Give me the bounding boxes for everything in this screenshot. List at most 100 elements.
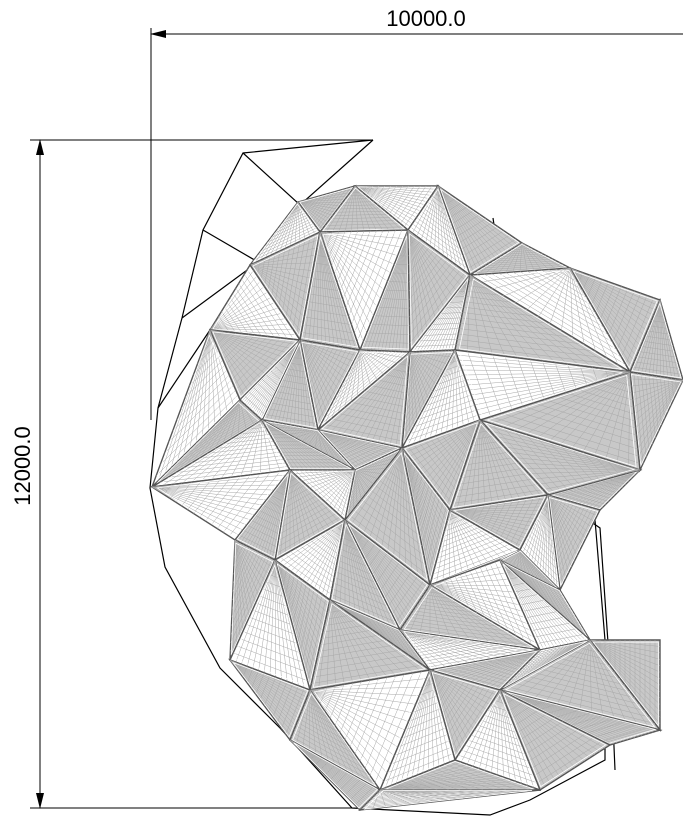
mesh-hatch-line [404, 350, 440, 414]
mesh-hatch-line [405, 419, 481, 453]
mesh-hatch-line [261, 419, 314, 471]
mesh-hatch-line [274, 559, 316, 665]
mesh-hatch-line [527, 534, 557, 564]
mesh-hatch-line [422, 772, 472, 791]
mesh-hatch-line [461, 317, 562, 331]
mesh-hatch-line [456, 478, 534, 491]
mesh-hatch-line [352, 509, 427, 566]
mesh-hatch-line [499, 689, 628, 740]
mesh-hatch-line [399, 629, 439, 669]
mesh-hatch-line [374, 229, 409, 351]
mesh-hatch-line [367, 789, 483, 804]
mesh-hatch-line [509, 451, 641, 471]
mesh-hatch-line [199, 477, 232, 518]
mesh-hatch-line [242, 529, 278, 548]
mesh-hatch-line [531, 494, 549, 562]
mesh-hatch-line [555, 504, 582, 557]
mesh-hatch-line [310, 192, 331, 220]
mesh-hatch-line [316, 231, 321, 343]
mesh-hatch-line [170, 329, 211, 469]
mesh-panel-inner-edge [459, 351, 623, 418]
mesh-hatch-line [469, 274, 506, 357]
mesh-hatch-line [437, 185, 474, 273]
mesh-hatch-line [344, 442, 379, 459]
mesh-panel [309, 598, 432, 691]
mesh-hatch-line [339, 230, 365, 292]
mesh-hatch-line [323, 351, 404, 419]
mesh-hatch-line [406, 669, 431, 780]
mesh-hatch-line [359, 675, 396, 762]
mesh-hatch-line [542, 581, 565, 618]
mesh-hatch-line [373, 315, 410, 318]
mesh-hatch-line [251, 469, 291, 549]
mesh-panel [228, 658, 311, 742]
mesh-hatch-line [505, 556, 549, 579]
mesh-hatch-line [429, 584, 523, 612]
mesh-hatch-line [529, 530, 556, 557]
mesh-hatch-line [230, 558, 273, 652]
mesh-hatch-line [305, 308, 349, 317]
width-dimension-label: 10000.0 [386, 6, 466, 31]
mesh-hatch-line [322, 469, 351, 496]
mesh-hatch-line [311, 664, 423, 684]
mesh-hatch-line [274, 201, 299, 254]
mesh-hatch-line [183, 412, 255, 457]
mesh-panel [229, 538, 276, 661]
mesh-hatch-line [350, 349, 361, 403]
mesh-hatch-line [556, 505, 586, 563]
mesh-hatch-line [374, 671, 422, 783]
mesh-hatch-line [432, 544, 511, 575]
mesh-hatch-line [556, 639, 591, 705]
mesh-hatch-line [265, 420, 353, 468]
mesh-hatch-line [425, 274, 471, 352]
mesh-hatch-line [494, 561, 533, 646]
mesh-hatch-line [281, 498, 322, 522]
mesh-hatch-line [262, 504, 283, 516]
mesh-hatch-line [463, 230, 505, 257]
mesh-panel-inner-edge [439, 188, 520, 273]
mesh-hatch-line [462, 312, 551, 324]
mesh-hatch-line [319, 231, 374, 316]
mesh-panel [568, 266, 661, 374]
mesh-hatch-line [519, 271, 601, 321]
mesh-hatch-line [315, 649, 402, 665]
mesh-hatch-line [234, 539, 247, 625]
mesh-hatch-line [616, 293, 641, 350]
mesh-hatch-line [429, 185, 439, 247]
mesh-hatch-line [474, 568, 501, 627]
outer-boundary-edge [157, 329, 211, 409]
mesh-hatch-line [231, 554, 264, 626]
mesh-hatch-line [299, 469, 347, 514]
mesh-hatch-line [481, 267, 571, 283]
mesh-hatch-line [315, 189, 343, 226]
mesh-hatch-line [479, 567, 509, 632]
mesh-hatch-line [412, 610, 493, 623]
mesh-hatch-line [289, 424, 337, 451]
mesh-hatch-line [379, 779, 510, 791]
mesh-hatch-line [318, 639, 388, 652]
mesh-hatch-line [449, 509, 523, 547]
mesh-hatch-line [252, 386, 271, 404]
mesh-hatch-line [401, 669, 431, 782]
mesh-hatch-line [346, 450, 396, 514]
mesh-panel-inner-edge [631, 374, 682, 468]
mesh-hatch-line [498, 272, 613, 343]
mesh-hatch-line [303, 469, 348, 510]
mesh-hatch-line [529, 359, 545, 400]
mesh-hatch-line [399, 629, 454, 666]
mesh-hatch-line [477, 724, 521, 741]
mesh-hatch-line [512, 271, 605, 328]
mesh-panel-inner-edge [347, 523, 428, 628]
mesh-hatch-line [428, 384, 468, 400]
mesh-hatch-line [422, 274, 471, 352]
mesh-hatch-line [309, 285, 341, 292]
mesh-hatch-line [399, 629, 462, 665]
mesh-hatch-line [344, 519, 356, 611]
mesh-hatch-line [499, 499, 521, 539]
mesh-hatch-line [172, 374, 230, 432]
mesh-panel-inner-edge [404, 352, 479, 446]
mesh-panel-inner-edge [301, 341, 359, 428]
mesh-hatch-line [519, 599, 546, 606]
mesh-hatch-line [538, 579, 559, 612]
mesh-hatch-line [337, 559, 373, 576]
